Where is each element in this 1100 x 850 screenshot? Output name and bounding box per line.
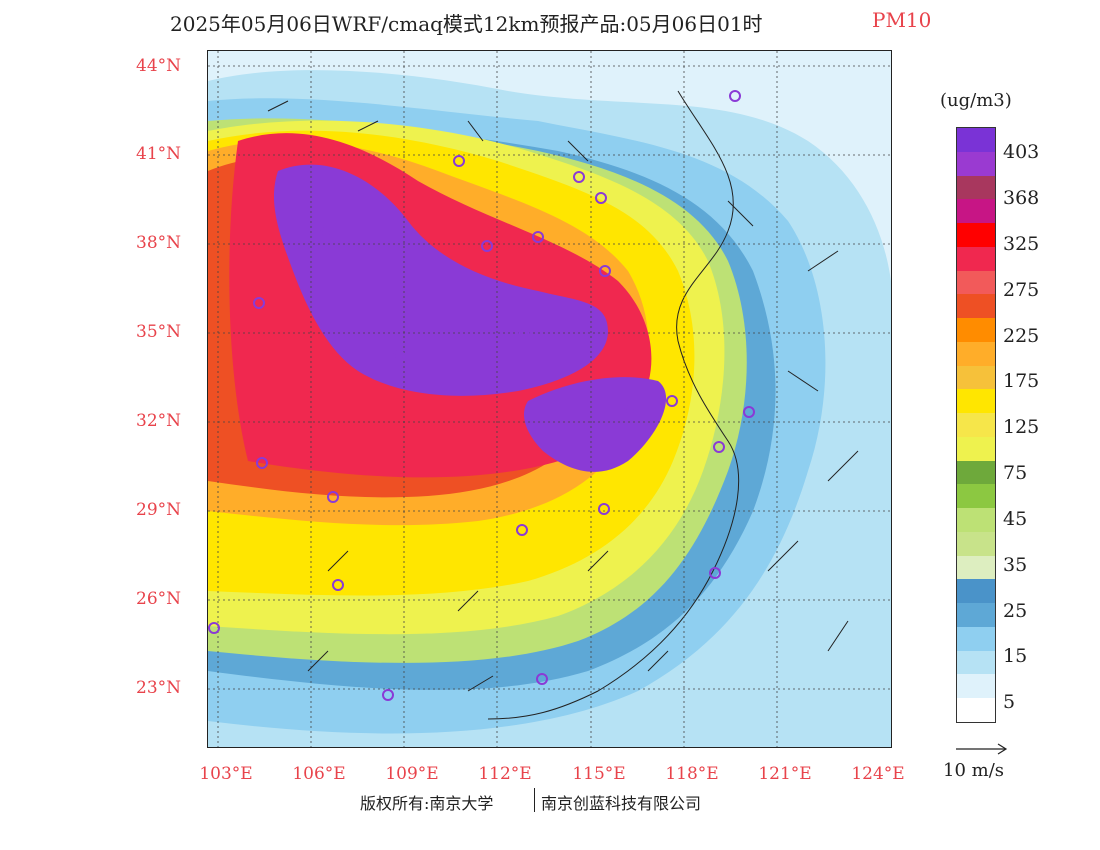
lat-label-35: 35°N (136, 322, 182, 342)
legend-swatch (957, 674, 995, 698)
legend-label: 35 (1003, 554, 1028, 576)
legend-label: 75 (1003, 462, 1028, 484)
legend-swatch (957, 579, 995, 603)
legend-swatch (957, 365, 995, 390)
lat-label-38: 38°N (136, 233, 182, 253)
legend-swatch (957, 151, 995, 176)
lon-label-118: 118°E (665, 764, 719, 784)
lon-label-109: 109°E (385, 764, 439, 784)
legend-swatch (957, 199, 995, 223)
legend-label: 325 (1003, 233, 1040, 255)
map-area[interactable] (207, 50, 892, 748)
legend-swatch (957, 531, 995, 556)
legend-swatch (957, 175, 995, 200)
legend-label: 175 (1003, 370, 1040, 392)
lon-label-112: 112°E (478, 764, 532, 784)
variable-name: PM10 (872, 8, 932, 32)
lon-label-106: 106°E (292, 764, 346, 784)
legend-swatch (957, 460, 995, 485)
lon-label-115: 115°E (572, 764, 626, 784)
lon-label-124: 124°E (851, 764, 905, 784)
lat-label-23: 23°N (136, 678, 182, 698)
legend-swatch (957, 318, 995, 342)
legend-swatch (957, 650, 995, 675)
pm10-map (208, 51, 891, 747)
legend-label: 5 (1003, 691, 1016, 713)
legend-swatch (957, 698, 995, 722)
legend-swatch (957, 603, 995, 627)
legend-swatch (957, 389, 995, 413)
copyright-right: 南京创蓝科技有限公司 (541, 794, 702, 813)
lat-label-29: 29°N (136, 500, 182, 520)
legend-swatch (957, 484, 995, 508)
legend-label: 225 (1003, 325, 1040, 347)
legend-swatch (957, 555, 995, 580)
lat-label-41: 41°N (136, 144, 182, 164)
legend-swatch (957, 223, 995, 247)
lat-label-26: 26°N (136, 589, 182, 609)
title-line: 2025年05月06日WRF/cmaq模式12km预报产品:05月06日01时 … (0, 8, 1100, 42)
legend-swatch (957, 626, 995, 651)
lat-label-44: 44°N (136, 56, 182, 76)
legend-unit: (ug/m3) (940, 90, 1012, 111)
legend-label: 15 (1003, 645, 1028, 667)
legend-label: 403 (1003, 141, 1040, 163)
footer-divider (534, 788, 535, 812)
legend-swatch (957, 270, 995, 295)
legend-swatch (957, 246, 995, 271)
legend-label: 275 (1003, 279, 1040, 301)
lon-label-103: 103°E (199, 764, 253, 784)
lon-label-121: 121°E (758, 764, 812, 784)
legend-swatch (957, 341, 995, 366)
legend-label: 368 (1003, 187, 1040, 209)
legend-swatch (957, 294, 995, 318)
lat-label-32: 32°N (136, 411, 182, 431)
map-title: 2025年05月06日WRF/cmaq模式12km预报产品:05月06日01时 (170, 12, 763, 36)
legend-colorbar (956, 127, 996, 723)
legend-swatch (957, 436, 995, 461)
wind-reference-label: 10 m/s (943, 760, 1004, 781)
wind-reference-arrow-icon (956, 743, 1008, 755)
legend-swatch (957, 508, 995, 532)
legend-label: 25 (1003, 600, 1028, 622)
legend-swatch (957, 413, 995, 437)
legend-label: 125 (1003, 416, 1040, 438)
legend-swatch (957, 128, 995, 152)
copyright-left: 版权所有:南京大学 (360, 794, 494, 813)
legend-label: 45 (1003, 508, 1028, 530)
